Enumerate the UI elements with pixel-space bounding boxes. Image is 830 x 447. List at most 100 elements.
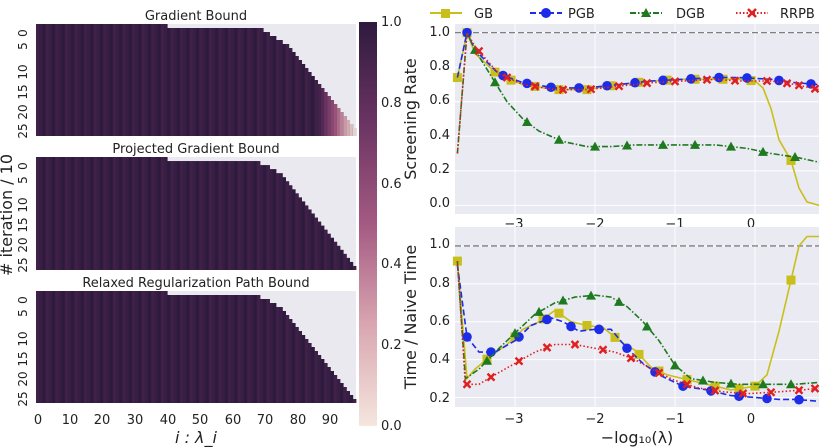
legend-entry-dgb: DGB <box>630 7 705 22</box>
heatmap-2-column-78 <box>285 181 290 270</box>
heatmap-1-column-46 <box>183 28 187 136</box>
heatmap-cells-3 <box>36 291 357 403</box>
heatmap-2-column-35 <box>148 157 152 270</box>
heatmap-2-column-15 <box>84 157 88 270</box>
heatmap-1-column-81 <box>295 56 299 136</box>
series-rrpb-marker-3 <box>558 85 568 94</box>
sr-ytick-0-6: 0.6 <box>429 93 450 108</box>
series-rrpb-marker-4 <box>570 340 580 349</box>
heatmap-1-column-52 <box>202 28 206 136</box>
heatmap-3-column-17 <box>90 291 94 403</box>
series-gb-marker-9 <box>682 375 692 385</box>
heatmap-2-ytick-10: 10 <box>16 197 30 212</box>
heatmap-1-column-41 <box>167 28 171 136</box>
series-gb-marker-5 <box>582 321 592 331</box>
heatmap-2-column-61 <box>231 161 235 270</box>
heatmap-3-column-55 <box>212 295 216 403</box>
heatmap-3-column-68 <box>253 295 258 403</box>
heatmap-2-column-52 <box>202 161 206 270</box>
heatmap-xtick-50: 50 <box>192 413 209 428</box>
series-pgb-marker-5 <box>602 80 612 91</box>
heatmap-1-column-43 <box>173 28 178 136</box>
heatmap-1-fade-95 <box>340 112 344 136</box>
heatmap-1-column-42 <box>170 28 174 136</box>
heatmap-3-column-72 <box>266 299 270 403</box>
heatmap-3-column-1 <box>39 291 43 403</box>
heatmap-2-column-43 <box>173 161 178 270</box>
legend-gb-label: GB <box>474 7 493 22</box>
heatmap-3-column-69 <box>256 295 261 403</box>
sr-ytick-0-4: 0.4 <box>429 128 450 143</box>
series-pgb-marker-7 <box>658 75 668 86</box>
heatmap-1-column-4 <box>48 24 53 136</box>
heatmap-2-column-51 <box>199 161 203 270</box>
heatmap-3-column-76 <box>279 307 283 403</box>
series-dgb-marker-10 <box>790 152 800 161</box>
heatmap-3-column-62 <box>234 295 238 403</box>
heatmap-2-column-97 <box>346 257 350 270</box>
series-rrpb-marker-11 <box>766 387 776 397</box>
heatmap-1-column-55 <box>212 28 216 136</box>
series-pgb-line <box>456 264 820 403</box>
heatmap-1-column-53 <box>205 28 210 136</box>
heatmap-2-column-89 <box>320 225 325 270</box>
heatmap-panel-1: Gradient Bound 0 5 10 15 20 25 <box>16 9 357 139</box>
heatmap-3-column-22 <box>106 291 110 403</box>
heatmap-1-column-72 <box>266 32 270 136</box>
heatmap-1-column-11 <box>71 24 75 136</box>
heatmap-3-column-50 <box>196 295 200 403</box>
heatmap-3-column-71 <box>263 299 267 403</box>
heatmap-1-column-56 <box>215 28 219 136</box>
heatmap-1-column-87 <box>314 80 318 136</box>
heatmap-3-column-98 <box>349 395 354 403</box>
colorbar-tick-1-0: 1.0 <box>381 15 402 30</box>
series-rrpb-marker-12 <box>794 80 804 90</box>
series-dgb-marker-3 <box>558 295 568 305</box>
series-gb-marker-12 <box>750 381 760 391</box>
heatmap-2-column-64 <box>240 161 245 270</box>
heatmap-3-column-78 <box>285 315 290 403</box>
heatmap-1-column-2 <box>42 24 46 136</box>
series-pgb-marker-11 <box>774 75 784 86</box>
heatmap-3-column-85 <box>308 343 312 403</box>
series-rrpb-marker-10 <box>762 76 772 86</box>
legend-pgb-marker <box>541 8 551 18</box>
heatmap-2-column-34 <box>144 157 149 270</box>
heatmap-2-column-92 <box>330 237 334 270</box>
heatmap-1-ytick-0: 0 <box>16 29 30 37</box>
sr-ytick-1-0: 1.0 <box>429 25 450 40</box>
series-rrpb-marker-4 <box>586 84 596 94</box>
series-gb-marker-2 <box>490 67 500 77</box>
heatmap-1-column-77 <box>282 44 286 136</box>
heatmap-2-column-31 <box>135 157 139 270</box>
heatmap-2-column-50 <box>196 161 200 270</box>
heatmap-2-column-74 <box>272 169 277 270</box>
tr-ytick-0-4: 0.4 <box>429 352 450 367</box>
tr-ytick-0-8: 0.8 <box>429 276 450 291</box>
heatmap-3-column-64 <box>240 295 245 403</box>
heatmap-3-column-99 <box>352 399 357 403</box>
heatmap-2-column-20 <box>100 157 104 270</box>
heatmap-2-column-7 <box>58 157 62 270</box>
heatmap-3-column-84 <box>304 339 309 403</box>
series-dgb-line <box>456 29 820 163</box>
heatmap-3-column-31 <box>135 291 139 403</box>
time-ratio-xticks: −3 −2 −1 0 <box>504 412 755 427</box>
heatmap-3-ytick-25: 25 <box>16 391 30 406</box>
heatmap-1-fade-97 <box>346 120 350 136</box>
heatmap-2-column-71 <box>263 165 267 270</box>
heatmap-3-column-54 <box>208 295 213 403</box>
sr-ytick-0-8: 0.8 <box>429 59 450 74</box>
heatmap-2-column-32 <box>138 157 142 270</box>
heatmap-2-ytick-20: 20 <box>16 237 30 252</box>
legend-gb-marker <box>441 9 450 18</box>
heatmap-3-column-24 <box>112 291 117 403</box>
heatmap-3-column-63 <box>237 295 242 403</box>
sr-xtick-0: 0 <box>747 217 755 232</box>
series-pgb-marker-2 <box>522 78 532 89</box>
heatmap-1-column-39 <box>160 24 165 136</box>
series-pgb-marker-5 <box>594 324 604 335</box>
heatmap-1-column-30 <box>132 24 136 136</box>
heatmap-2-column-53 <box>205 161 210 270</box>
series-pgb-marker-8 <box>686 74 696 84</box>
